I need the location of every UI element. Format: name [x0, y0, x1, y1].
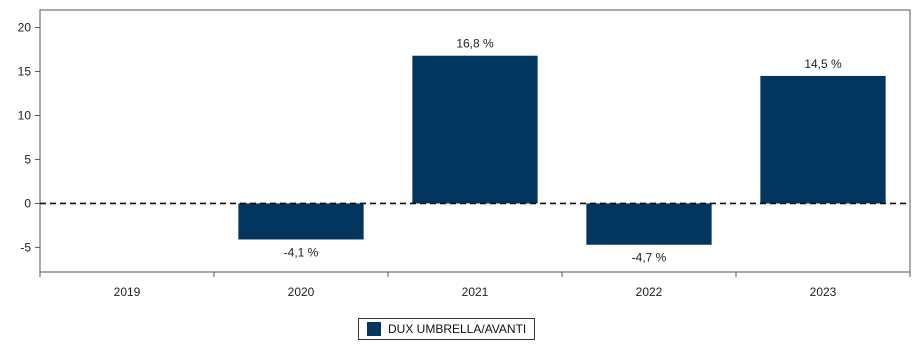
y-tick-label: -5: [20, 240, 31, 254]
bar-2021: [412, 55, 538, 204]
legend-swatch: [367, 322, 381, 336]
x-axis: 2019 2020 2021 2022 2023: [39, 272, 911, 299]
y-tick-label: 10: [18, 109, 32, 123]
x-tick-label: 2019: [114, 285, 141, 299]
data-label-2020: -4,1 %: [284, 245, 319, 259]
bar-series: [238, 55, 886, 245]
y-tick-label: 0: [24, 196, 31, 210]
x-tick-label: 2020: [288, 285, 315, 299]
x-tick-label: 2021: [462, 285, 489, 299]
data-label-2023: 14,5 %: [804, 57, 842, 71]
data-labels: -4,1 % 16,8 % -4,7 % 14,5 %: [284, 37, 842, 265]
bar-2022: [586, 203, 712, 245]
data-label-2021: 16,8 %: [456, 37, 494, 51]
y-tick-label: 5: [24, 152, 31, 166]
bar-2023: [760, 75, 886, 204]
legend-label: DUX UMBRELLA/AVANTI: [388, 322, 527, 336]
x-tick-label: 2023: [810, 285, 837, 299]
y-axis: -5 0 5 10 15 20: [18, 21, 40, 254]
data-label-2022: -4,7 %: [632, 251, 667, 265]
bar-2020: [238, 203, 364, 240]
y-tick-label: 15: [18, 65, 32, 79]
y-tick-label: 20: [18, 21, 32, 35]
legend: DUX UMBRELLA/AVANTI: [358, 318, 536, 340]
x-tick-label: 2022: [636, 285, 663, 299]
